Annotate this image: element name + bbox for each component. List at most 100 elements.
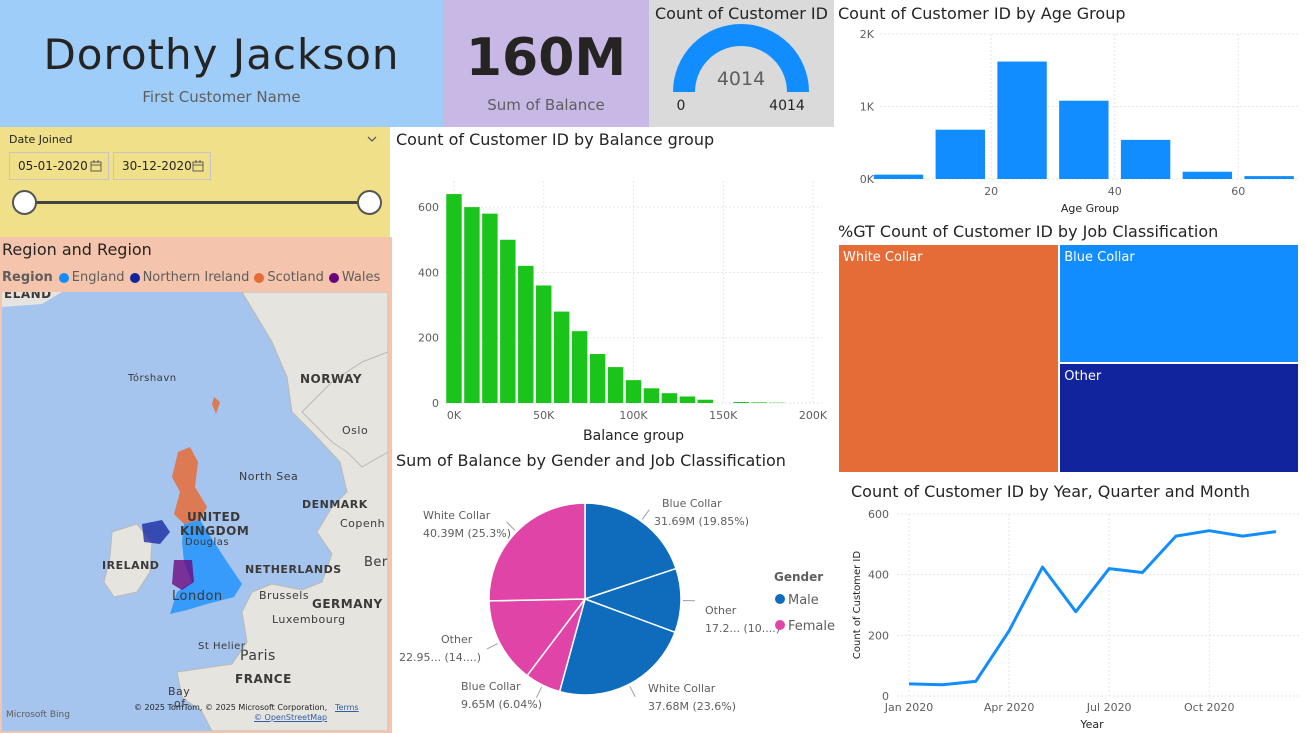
pie-leader-line <box>486 643 498 650</box>
pie-slice <box>584 502 677 601</box>
map-place-label: NORWAY <box>300 372 363 386</box>
pie-data-label-name: Other <box>441 633 473 646</box>
treemap-tile[interactable]: Other <box>1060 363 1298 472</box>
map-legend-item-label: Northern Ireland <box>142 270 250 285</box>
y-tick-label: 200 <box>418 332 439 345</box>
map-region-england <box>170 520 242 614</box>
map-place-label: GERMANY <box>312 597 383 611</box>
bar <box>571 331 588 403</box>
pie-leader-line <box>535 686 543 698</box>
y-tick-label: 2K <box>860 28 875 41</box>
map-region-shetland <box>212 397 220 414</box>
y-tick-label: 0K <box>860 173 875 186</box>
pie-leader-line <box>629 685 636 698</box>
region-map-panel: Region and Region Region England Northern… <box>0 237 392 733</box>
map-place-label: FRANCE <box>235 672 292 686</box>
legend-dot-icon <box>328 272 339 283</box>
x-tick-label: 50K <box>533 409 555 422</box>
pie-leader-line <box>641 509 650 520</box>
x-tick-label: 40 <box>1108 185 1122 198</box>
bar <box>464 207 480 403</box>
first-customer-name-label: First Customer Name <box>142 88 301 106</box>
map-attribution: © 2025 TomTom, © 2025 Microsoft Corporat… <box>134 703 328 712</box>
map-place-label: Paris <box>240 648 276 664</box>
map-region-wales <box>172 560 194 590</box>
y-tick-label: 600 <box>868 508 889 521</box>
x-tick-label: Oct 2020 <box>1184 701 1235 714</box>
treemap-tile[interactable]: Blue Collar <box>1060 245 1298 362</box>
y-tick-label: 1K <box>860 101 875 114</box>
end-date-input[interactable]: 30-12-2020 <box>113 152 211 180</box>
age-chart-title: Count of Customer ID by Age Group <box>838 4 1126 23</box>
bar <box>553 311 570 403</box>
pie-legend-title: Gender <box>774 570 823 584</box>
x-tick-label: Jul 2020 <box>1086 701 1132 714</box>
map-canvas[interactable]: ELAND Tórshavn NORWAY Oslo North Sea UNITED KI… <box>2 292 388 731</box>
slider-end-handle[interactable] <box>357 190 382 215</box>
map-legend-item[interactable]: Northern Ireland <box>129 270 250 285</box>
age-group-chart: Count of Customer ID by Age Group 0K 1K 2K… <box>834 0 1307 218</box>
x-axis-title: Year <box>1079 718 1104 731</box>
pie-slice <box>488 598 587 677</box>
bar <box>697 399 714 403</box>
map-legend-item-label: England <box>71 270 125 285</box>
bar <box>643 388 660 403</box>
gauge-min: 0 <box>677 98 686 114</box>
map-terms-link[interactable]: Terms <box>335 703 359 712</box>
map-place-label: North Sea <box>239 470 299 483</box>
gauge-svg: 4014 0 4014 <box>673 24 809 114</box>
map-place-label: UNITED <box>187 510 241 524</box>
balance-group-chart: Count of Customer ID by Balance group 0 2… <box>392 127 836 447</box>
slicer-title: Date Joined <box>9 133 73 146</box>
map-osm-link[interactable]: © OpenStreetMap <box>254 713 328 722</box>
pie-data-label-value: 17.2... (10....) <box>705 622 780 635</box>
map-legend-item[interactable]: England <box>58 270 125 285</box>
pie-data-label-name: Blue Collar <box>662 497 722 510</box>
y-tick-label: 0 <box>432 397 439 410</box>
map-svg <box>2 292 388 731</box>
map-legend-item[interactable]: Wales <box>328 270 380 285</box>
start-date-input[interactable]: 05-01-2020 <box>9 152 109 180</box>
pie-chart-svg: Blue Collar 31.69M (19.85%) Other 17.2... (… <box>399 497 835 713</box>
date-joined-slicer[interactable]: Date Joined 05-01-2020 30-12-2020 <box>0 127 390 237</box>
treemap-body: White Collar Blue Collar Other <box>839 245 1300 474</box>
bar <box>1120 139 1171 179</box>
chevron-down-icon[interactable] <box>366 133 378 145</box>
map-iceland <box>2 292 62 307</box>
slider-start-handle[interactable] <box>12 190 37 215</box>
pie-leader-line <box>506 521 516 531</box>
line-chart-title: Count of Customer ID by Year, Quarter an… <box>851 482 1251 501</box>
treemap-tile[interactable]: White Collar <box>839 245 1059 472</box>
y-tick-label: 600 <box>418 201 439 214</box>
x-tick-label: 20 <box>984 185 998 198</box>
x-tick-label: 100K <box>619 409 648 422</box>
pie-slice <box>488 502 586 602</box>
calendar-icon[interactable] <box>90 160 102 172</box>
balance-chart-title: Count of Customer ID by Balance group <box>396 130 715 149</box>
series-line <box>908 529 1277 687</box>
bar <box>751 402 767 403</box>
bar <box>589 354 606 403</box>
sum-of-balance-value: 160M <box>465 28 627 88</box>
legend-dot-icon <box>775 620 785 630</box>
pie-data-label-value: 31.69M (19.85%) <box>654 515 749 528</box>
map-place-label: DENMARK <box>302 498 368 511</box>
bar <box>661 393 678 403</box>
legend-dot-icon <box>58 272 69 283</box>
calendar-icon[interactable] <box>192 160 204 172</box>
map-place-label: KINGDOM <box>180 524 250 538</box>
map-place-label: St Helier <box>198 641 246 652</box>
sum-of-balance-card: 160M Sum of Balance <box>443 0 649 127</box>
gauge-value: 4014 <box>717 68 765 90</box>
x-tick-label: Jan 2020 <box>884 701 933 714</box>
balance-chart-svg: 0 200 400 600 0K 50K 100K 150K 200K Balance group… <box>418 181 828 444</box>
x-axis-title: Age Group <box>1061 202 1119 215</box>
bar <box>733 402 749 403</box>
x-tick-label: 150K <box>709 409 738 422</box>
pie-data-label-value: 40.39M (25.3%) <box>423 527 511 540</box>
pie-data-label-value: 37.68M (23.6%) <box>648 700 736 713</box>
pie-data-label-name: White Collar <box>648 682 716 695</box>
pie-data-label-value: 22.95... (14....) <box>399 651 481 664</box>
map-legend-item[interactable]: Scotland <box>254 270 324 285</box>
